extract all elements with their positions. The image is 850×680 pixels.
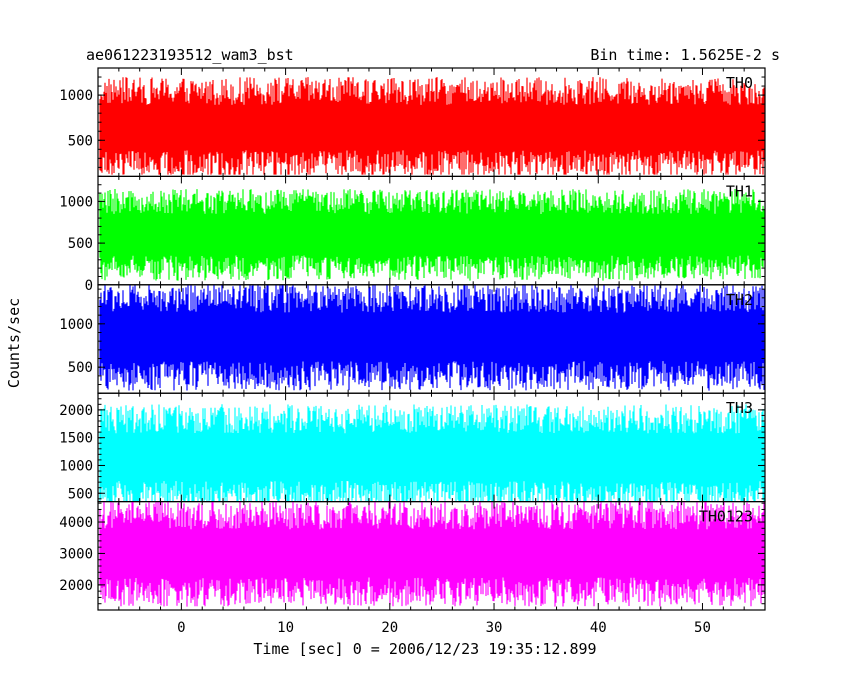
series-label-th0: TH0 — [726, 74, 753, 92]
panel-th0: 500 1000 TH0 — [59, 67, 766, 178]
y-tick-label: 1000 — [59, 317, 93, 333]
x-axis-label: Time [sec] 0 = 2006/12/23 19:35:12.899 — [253, 640, 596, 658]
chart-title: ae061223193512_wam3_bst — [86, 46, 294, 64]
y-tick-label: 1500 — [59, 431, 93, 447]
x-tick-label: 30 — [486, 620, 503, 636]
y-tick-label: 4000 — [59, 515, 93, 531]
x-axis: 0 10 20 30 40 50 — [177, 620, 711, 636]
series-label-th2: TH2 — [726, 291, 753, 309]
y-tick-label: 2000 — [59, 403, 93, 419]
y-tick-label: 0 — [85, 278, 93, 294]
y-tick-label: 1000 — [59, 194, 93, 210]
panel-th1: 0 500 1000 TH1 — [59, 175, 766, 294]
series-th0123 — [99, 501, 765, 607]
panel-th2: 500 1000 TH2 — [59, 284, 766, 394]
series-th2 — [99, 284, 765, 391]
x-tick-label: 20 — [381, 620, 398, 636]
x-tick-label: 40 — [590, 620, 607, 636]
panel-th3: 500 1000 1500 2000 TH3 — [59, 392, 766, 502]
series-label-th3: TH3 — [726, 399, 753, 417]
y-tick-label: 3000 — [59, 546, 93, 562]
series-th0 — [99, 77, 765, 175]
x-tick-label: 0 — [177, 620, 185, 636]
y-tick-label: 500 — [68, 236, 93, 252]
y-tick-label: 1000 — [59, 458, 93, 474]
x-tick-label: 10 — [277, 620, 294, 636]
x-tick-label: 50 — [694, 620, 711, 636]
series-th1 — [99, 189, 765, 281]
y-tick-label: 500 — [68, 360, 93, 376]
series-label-th0123: TH0123 — [699, 508, 753, 526]
bin-time-label: Bin time: 1.5625E-2 s — [590, 46, 780, 64]
y-tick-label: 2000 — [59, 578, 93, 594]
y-axis-label: Counts/sec — [5, 298, 23, 388]
series-th3 — [99, 404, 765, 501]
panels-group: 500 1000 TH0 0 500 1000 TH1 500 1000 TH2 500 1000 15… — [59, 67, 766, 611]
panel-th0123: 2000 3000 4000 TH0123 — [59, 501, 766, 611]
y-tick-label: 500 — [68, 486, 93, 502]
series-label-th1: TH1 — [726, 182, 753, 200]
y-tick-label: 1000 — [59, 88, 93, 104]
y-tick-label: 500 — [68, 133, 93, 149]
